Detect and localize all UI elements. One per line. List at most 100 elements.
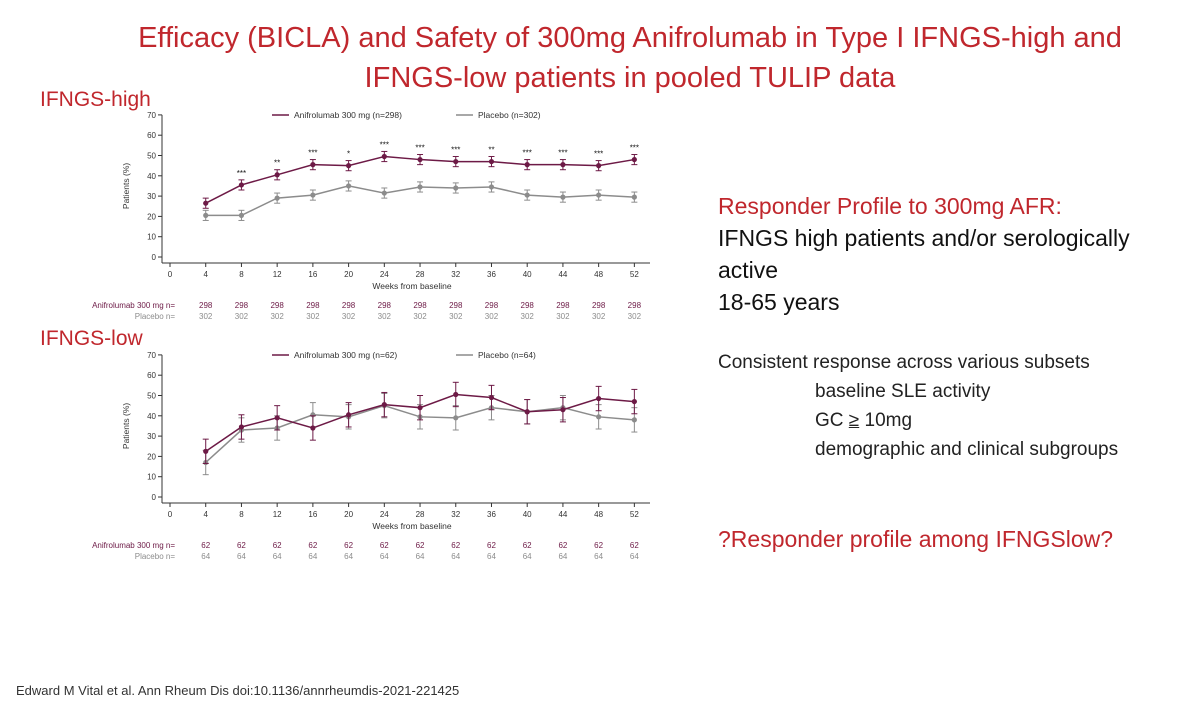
n-row-value: 298: [556, 301, 570, 310]
subset-demographic: demographic and clinical subgroups: [815, 439, 1119, 460]
x-tick-label: 40: [523, 270, 532, 279]
x-tick-label: 16: [308, 510, 317, 519]
data-point: [524, 409, 530, 415]
x-tick-label: 12: [273, 270, 282, 279]
x-tick-label: 52: [630, 510, 639, 519]
n-row-value: 64: [416, 552, 425, 561]
data-point: [596, 192, 602, 198]
data-point: [310, 192, 316, 198]
y-tick-label: 20: [147, 212, 156, 221]
y-tick-label: 40: [147, 172, 156, 181]
data-point: [203, 200, 209, 206]
slide-title: Efficacy (BICLA) and Safety of 300mg Ani…: [100, 18, 1160, 98]
x-tick-label: 28: [416, 510, 425, 519]
n-row-value: 64: [237, 552, 246, 561]
n-row-value: 302: [485, 312, 499, 321]
x-tick-label: 4: [203, 510, 208, 519]
n-row-value: 62: [594, 541, 603, 550]
n-row-value: 64: [523, 552, 532, 561]
data-point: [274, 195, 280, 201]
n-row-value: 302: [449, 312, 463, 321]
x-tick-label: 44: [558, 510, 567, 519]
n-row-value: 298: [199, 301, 213, 310]
x-tick-label: 40: [523, 510, 532, 519]
significance-marker: ***: [308, 149, 317, 158]
n-row-value: 62: [344, 541, 353, 550]
n-row-value: 298: [449, 301, 463, 310]
data-point: [524, 192, 530, 198]
n-row-value: 62: [380, 541, 389, 550]
x-tick-label: 48: [594, 270, 603, 279]
x-tick-label: 48: [594, 510, 603, 519]
data-point: [453, 391, 459, 398]
data-point: [274, 172, 280, 178]
x-tick-label: 20: [344, 510, 353, 519]
n-row-value: 64: [630, 552, 639, 561]
x-tick-label: 32: [451, 270, 460, 279]
n-row-value: 298: [342, 301, 356, 310]
significance-marker: ***: [237, 169, 246, 178]
data-point: [381, 153, 387, 160]
data-point: [488, 394, 495, 401]
n-row-value: 64: [344, 552, 353, 561]
legend-label: Anifrolumab 300 mg (n=62): [294, 350, 397, 360]
significance-marker: ***: [558, 149, 567, 158]
n-row-value: 298: [413, 301, 427, 310]
data-point: [238, 182, 245, 188]
n-row-label: Anifrolumab 300 mg n=: [92, 301, 175, 310]
data-point: [203, 448, 209, 454]
significance-marker: ***: [594, 150, 603, 159]
data-point: [596, 414, 602, 420]
responder-profile-line-2: active: [718, 257, 779, 283]
n-row-value: 62: [523, 541, 532, 550]
n-row-value: 64: [380, 552, 389, 561]
consistent-response-text: Consistent response across various subse…: [718, 352, 1090, 373]
data-point: [453, 415, 459, 421]
n-row-value: 298: [306, 301, 320, 310]
y-tick-label: 60: [147, 371, 156, 380]
subset-gc-ge-symbol: ≥: [848, 410, 860, 431]
n-row-label: Placebo n=: [135, 312, 176, 321]
x-tick-label: 0: [168, 510, 173, 519]
significance-marker: **: [488, 146, 494, 155]
y-tick-label: 10: [147, 233, 156, 242]
y-tick-label: 70: [147, 111, 156, 120]
data-point: [203, 212, 209, 218]
y-tick-label: 10: [147, 473, 156, 482]
data-point: [310, 162, 316, 168]
significance-marker: ***: [380, 140, 389, 149]
data-point: [631, 194, 637, 200]
n-row-value: 62: [201, 541, 210, 550]
data-point: [453, 185, 459, 191]
data-point: [274, 415, 280, 421]
n-row-value: 62: [451, 541, 460, 550]
data-point: [381, 402, 387, 408]
significance-marker: ***: [451, 146, 460, 155]
y-tick-label: 40: [147, 412, 156, 421]
x-tick-label: 28: [416, 270, 425, 279]
x-axis-label: Weeks from baseline: [372, 521, 451, 531]
x-tick-label: 36: [487, 510, 496, 519]
y-tick-label: 30: [147, 432, 156, 441]
data-point: [453, 158, 459, 165]
y-tick-label: 30: [147, 192, 156, 201]
n-row-value: 298: [521, 301, 535, 310]
n-row-value: 62: [558, 541, 567, 550]
legend-label: Placebo (n=64): [478, 350, 536, 360]
n-row-value: 302: [556, 312, 570, 321]
subset-gc-prefix: GC: [815, 410, 849, 431]
y-tick-label: 50: [147, 392, 156, 401]
responder-profile-line-1: IFNGS high patients and/or serologically: [718, 225, 1130, 251]
data-point: [238, 424, 245, 430]
data-point: [417, 184, 423, 190]
n-row-value: 298: [270, 301, 284, 310]
x-tick-label: 44: [558, 270, 567, 279]
slide-title-line-1: Efficacy (BICLA) and Safety of 300mg Ani…: [138, 22, 1122, 54]
slide-title-line-2: IFNGS-low patients in pooled TULIP data: [364, 62, 896, 94]
n-row-value: 302: [199, 312, 213, 321]
n-row-value: 298: [628, 301, 642, 310]
significance-marker: ***: [415, 143, 424, 152]
x-tick-label: 8: [239, 270, 244, 279]
data-point: [596, 395, 602, 402]
